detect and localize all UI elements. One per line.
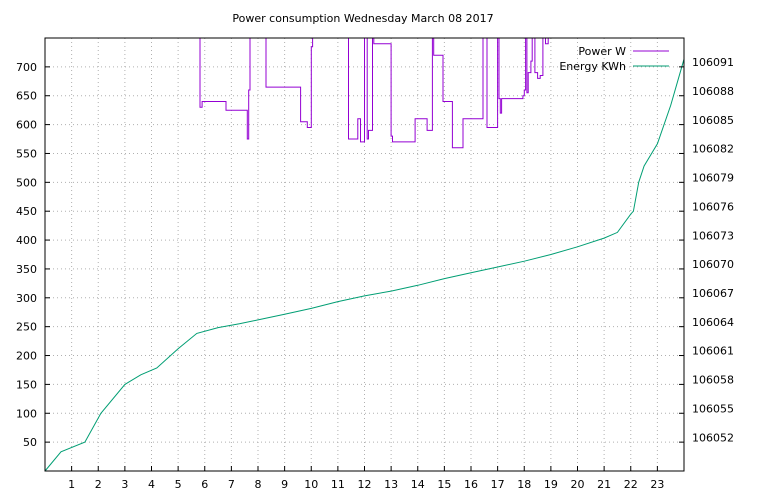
y-left-tick-label: 100 xyxy=(16,407,37,420)
y-left-tick-label: 200 xyxy=(16,350,37,363)
x-tick-label: 12 xyxy=(358,478,372,491)
y-right-tick-label: 106085 xyxy=(692,114,734,127)
x-tick-label: 6 xyxy=(201,478,208,491)
x-tick-label: 9 xyxy=(281,478,288,491)
y-right-tick-label: 106064 xyxy=(692,316,734,329)
y-left-tick-label: 450 xyxy=(16,205,37,218)
y-right-tick-label: 106091 xyxy=(692,56,734,69)
y-left-tick-label: 700 xyxy=(16,61,37,74)
y-right-tick-label: 106052 xyxy=(692,431,734,444)
x-tick-label: 16 xyxy=(464,478,478,491)
y-left-tick-label: 50 xyxy=(23,436,37,449)
y-left-tick-label: 500 xyxy=(16,176,37,189)
y-left-tick-label: 250 xyxy=(16,321,37,334)
x-tick-label: 14 xyxy=(411,478,425,491)
x-tick-label: 13 xyxy=(384,478,398,491)
x-tick-label: 4 xyxy=(148,478,155,491)
y-right-tick-label: 106088 xyxy=(692,85,734,98)
legend-label: Energy KWh xyxy=(559,60,626,73)
x-tick-label: 10 xyxy=(304,478,318,491)
axis-layer: 50 100 150 200 250 300 350 400 450 500 550 600 650 70… xyxy=(16,56,734,491)
y-left-tick-label: 550 xyxy=(16,147,37,160)
x-tick-label: 17 xyxy=(491,478,505,491)
legend: Power W Energy KWh xyxy=(559,45,669,73)
x-tick-label: 11 xyxy=(331,478,345,491)
series-line-energy-kwh xyxy=(44,59,685,472)
x-tick-label: 20 xyxy=(571,478,585,491)
x-tick-label: 8 xyxy=(255,478,262,491)
y-right-tick-label: 106079 xyxy=(692,172,734,185)
x-tick-label: 18 xyxy=(517,478,531,491)
y-left-tick-label: 600 xyxy=(16,119,37,132)
x-tick-label: 21 xyxy=(597,478,611,491)
y-right-tick-label: 106073 xyxy=(692,229,734,242)
x-tick-label: 2 xyxy=(95,478,102,491)
legend-label: Power W xyxy=(578,45,626,58)
x-tick-label: 1 xyxy=(68,478,75,491)
x-tick-label: 3 xyxy=(121,478,128,491)
series-line-power-w xyxy=(199,37,549,149)
x-tick-label: 15 xyxy=(437,478,451,491)
y-left-tick-label: 650 xyxy=(16,90,37,103)
y-left-tick-label: 400 xyxy=(16,234,37,247)
x-tick-label: 19 xyxy=(544,478,558,491)
y-right-tick-label: 106058 xyxy=(692,374,734,387)
y-left-tick-label: 350 xyxy=(16,263,37,276)
y-left-tick-label: 150 xyxy=(16,378,37,391)
y-right-tick-label: 106076 xyxy=(692,200,734,213)
x-tick-label: 5 xyxy=(175,478,182,491)
y-right-tick-label: 106082 xyxy=(692,143,734,156)
x-tick-label: 7 xyxy=(228,478,235,491)
y-right-tick-label: 106055 xyxy=(692,402,734,415)
y-right-tick-label: 106070 xyxy=(692,258,734,271)
y-right-tick-label: 106061 xyxy=(692,345,734,358)
y-right-tick-label: 106067 xyxy=(692,287,734,300)
x-tick-label: 22 xyxy=(624,478,638,491)
chart-title: Power consumption Wednesday March 08 201… xyxy=(232,12,493,25)
x-tick-label: 23 xyxy=(650,478,664,491)
y-left-tick-label: 300 xyxy=(16,292,37,305)
